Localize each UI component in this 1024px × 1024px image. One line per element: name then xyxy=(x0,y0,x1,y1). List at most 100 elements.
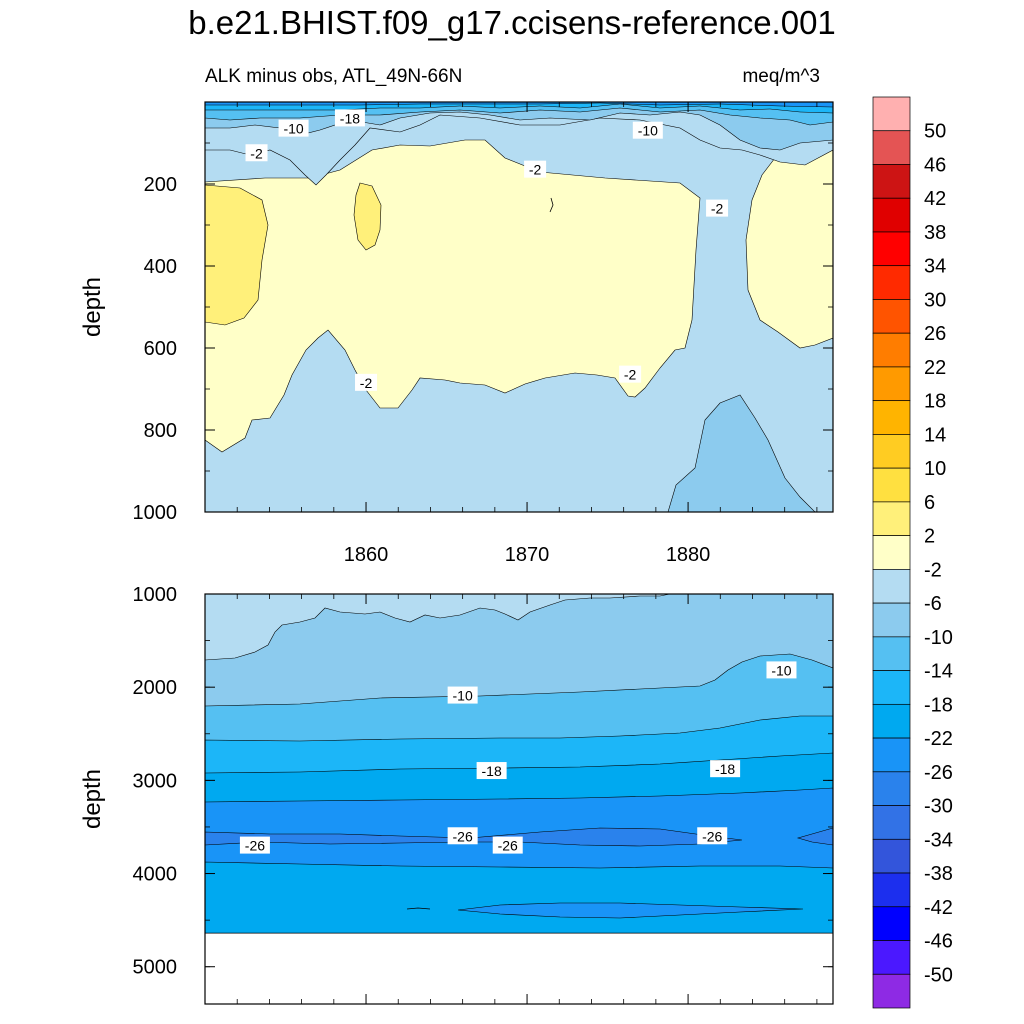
colorbar-box xyxy=(872,569,911,604)
colorbar-box xyxy=(872,366,911,402)
colorbar-box xyxy=(872,838,911,874)
y-axis-label: depth xyxy=(79,277,106,337)
colorbar-label: 2 xyxy=(924,526,935,548)
y-tick-label: 600 xyxy=(144,338,177,360)
colorbar-label: 46 xyxy=(924,154,946,176)
contour-label: -18 xyxy=(715,761,735,777)
colorbar-label: 18 xyxy=(924,391,946,413)
y-tick-label: 3000 xyxy=(133,770,178,792)
fill-level-minus22-deep xyxy=(205,861,833,934)
contour-label: -2 xyxy=(529,162,542,178)
colorbar-label: -34 xyxy=(924,829,953,851)
colorbar-label: 38 xyxy=(924,222,946,244)
contour-label-bg xyxy=(619,365,642,383)
y-tick-label: 1000 xyxy=(133,584,178,606)
fill-level-2-blob xyxy=(353,182,382,251)
colorbar-label: -14 xyxy=(924,661,953,683)
contour-label: -10 xyxy=(283,121,303,137)
upper-panel xyxy=(205,102,833,512)
contour-label-bg xyxy=(278,119,309,137)
contour-label-bg xyxy=(476,762,507,780)
contour-label-bg xyxy=(447,686,478,704)
contour-label-bg xyxy=(697,827,728,845)
y-tick-label: 400 xyxy=(144,256,177,278)
contour-label: -10 xyxy=(453,688,473,704)
x-tick-label: 1860 xyxy=(344,544,389,566)
fill-level-minus2-main xyxy=(205,139,701,453)
contour-label-bg xyxy=(334,109,365,127)
colorbar-box xyxy=(872,501,911,536)
contour-label-bg xyxy=(245,144,268,162)
x-tick-label: 1870 xyxy=(505,544,550,566)
colorbar-label: 34 xyxy=(924,256,946,278)
colorbar-box xyxy=(872,771,911,806)
contour-label: -26 xyxy=(498,838,518,854)
axes-layer: 200 400 600 800 1000 1860 1870 1880 depth 1000 200… xyxy=(79,101,833,1004)
colorbar-box xyxy=(872,805,911,840)
fill-level-minus10-deep xyxy=(667,394,816,512)
colorbar-box xyxy=(872,940,911,975)
colorbar-label: -42 xyxy=(924,897,953,919)
contour-label-bg xyxy=(706,199,729,217)
y-tick-label: 1000 xyxy=(133,502,178,524)
colorbar-label: -18 xyxy=(924,694,953,716)
contour-label-bg xyxy=(766,661,797,679)
contour-label: -10 xyxy=(638,123,658,139)
contour-label: -26 xyxy=(245,838,265,854)
colorbar-box xyxy=(872,231,911,267)
chart-title: b.e21.BHIST.f09_g17.ccisens-reference.00… xyxy=(188,4,836,41)
colorbar-label: -46 xyxy=(924,931,953,953)
contour-label-bg xyxy=(447,827,478,845)
colorbar: 50 46 42 38 34 30 26 22 18 14 10 6 2 -2 -6 -10 -14 -18 -22… xyxy=(872,96,953,1009)
colorbar-box xyxy=(872,197,911,233)
contour-label: -2 xyxy=(711,201,724,217)
contour-label: -2 xyxy=(360,375,373,391)
colorbar-label: -38 xyxy=(924,863,953,885)
y-tick-label: 5000 xyxy=(133,957,178,979)
colorbar-box xyxy=(872,265,911,300)
lower-frame xyxy=(204,593,834,1005)
contour-label: -2 xyxy=(250,145,263,161)
y-axis-label: depth xyxy=(79,769,106,829)
colorbar-box xyxy=(872,400,911,435)
fill-level-minus30-edge xyxy=(796,827,833,846)
colorbar-box xyxy=(872,670,911,705)
contour-label-bg xyxy=(710,760,741,778)
colorbar-label: 50 xyxy=(924,121,946,143)
contour-label: -10 xyxy=(771,662,791,678)
contour-label: -2 xyxy=(624,367,637,383)
contour-label: -26 xyxy=(453,828,473,844)
contour-labels-layer: -18 -10 -10 -2 -2 -2 -2 -2 -10 -10 -18 -18 -26 -26 -26… xyxy=(239,109,797,854)
colorbar-box xyxy=(872,872,911,908)
colorbar-box xyxy=(872,906,911,941)
colorbar-box xyxy=(872,737,911,773)
fill-level-minus2-right xyxy=(745,149,833,349)
units-string: meq/m^3 xyxy=(742,66,820,87)
colorbar-box xyxy=(872,535,911,570)
colorbar-label: 10 xyxy=(924,458,946,480)
contour-label: -18 xyxy=(482,763,502,779)
y-tick-label: 2000 xyxy=(133,677,178,699)
colorbar-label: -6 xyxy=(924,593,942,615)
colorbar-box xyxy=(872,467,911,503)
x-tick-label: 1880 xyxy=(666,544,711,566)
colorbar-box xyxy=(872,703,911,739)
colorbar-label: 22 xyxy=(924,357,946,379)
colorbar-label: -50 xyxy=(924,964,953,986)
fill-level-2-left xyxy=(205,184,269,326)
colorbar-label: 26 xyxy=(924,323,946,345)
contour-label: -18 xyxy=(340,110,360,126)
colorbar-box xyxy=(872,602,911,638)
y-tick-label: 800 xyxy=(144,420,177,442)
lower-panel xyxy=(205,594,833,1004)
colorbar-label: -26 xyxy=(924,762,953,784)
colorbar-label: 14 xyxy=(924,424,946,446)
colorbar-label: 6 xyxy=(924,492,935,514)
fill-level-minus26-deep xyxy=(457,902,804,919)
colorbar-label: 42 xyxy=(924,188,946,210)
colorbar-box xyxy=(872,636,911,671)
contour-label: -26 xyxy=(702,828,722,844)
left-string: ALK minus obs, ATL_49N-66N xyxy=(205,66,462,87)
colorbar-label: -30 xyxy=(924,796,953,818)
